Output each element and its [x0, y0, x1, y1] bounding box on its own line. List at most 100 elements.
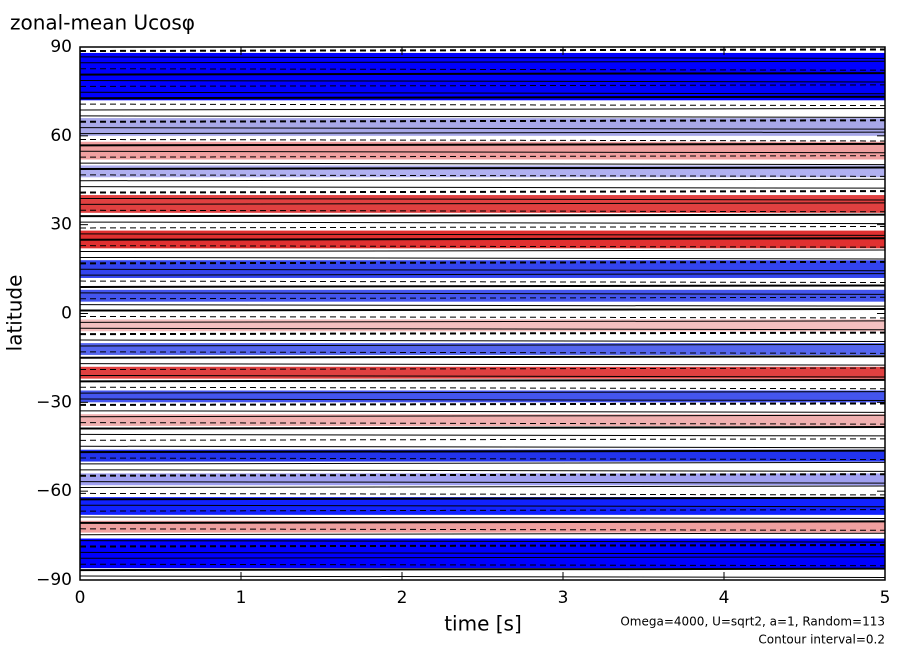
contour-line	[79, 190, 886, 194]
contour-line	[79, 469, 886, 472]
x-axis-label: time [s]	[444, 612, 522, 636]
contour-line	[79, 107, 886, 111]
x-tick-label: 4	[719, 588, 730, 608]
contour-band	[80, 319, 885, 332]
y-tick-label: −60	[36, 481, 72, 501]
contour-line	[79, 563, 886, 567]
contour-line	[79, 95, 886, 100]
contour-line	[79, 449, 886, 454]
contour-line	[79, 496, 886, 501]
contour-line	[79, 162, 886, 166]
contour-band	[80, 343, 885, 355]
contour-line	[79, 327, 886, 331]
contour-line	[79, 103, 886, 107]
y-axis-label: latitude	[3, 275, 27, 352]
contour-line	[79, 414, 886, 418]
contour-band	[80, 449, 885, 462]
contour-line	[79, 56, 886, 59]
contour-line	[79, 79, 886, 83]
contour-line	[79, 237, 886, 241]
contour-line	[79, 84, 886, 87]
contour-line	[79, 433, 886, 437]
contour-line	[79, 339, 886, 343]
contour-line	[79, 174, 886, 177]
contour-line	[79, 438, 886, 441]
contour-line	[79, 516, 886, 520]
contour-line	[79, 296, 886, 300]
contour-line	[79, 391, 886, 394]
contour-line	[79, 351, 886, 354]
contour-line	[79, 544, 886, 548]
contour-line	[79, 367, 886, 371]
contour-line	[79, 142, 886, 147]
contour-band	[80, 390, 885, 403]
contour-line	[79, 492, 886, 496]
contour-band	[80, 118, 885, 136]
contour-band	[80, 366, 885, 379]
contour-line	[79, 532, 886, 536]
contour-line	[79, 481, 886, 484]
contour-line	[79, 260, 886, 265]
contour-line	[79, 386, 886, 390]
contour-line	[79, 119, 886, 123]
contour-line	[79, 202, 886, 205]
contour-line	[79, 410, 886, 413]
contour-band	[80, 520, 885, 533]
contour-line	[79, 473, 886, 477]
contour-line	[79, 575, 886, 578]
contour-line	[79, 115, 886, 118]
contour-line	[79, 445, 886, 449]
y-tick-label: 0	[61, 304, 72, 324]
contour-line	[79, 308, 886, 312]
contour-line	[79, 320, 886, 323]
annotation: Contour interval=0.2	[758, 633, 885, 647]
y-tick-label: −90	[36, 570, 72, 590]
contour-line	[79, 127, 886, 130]
contour-line	[79, 402, 886, 406]
contour-line	[79, 461, 886, 465]
contour-line	[79, 273, 886, 276]
contour-line	[79, 363, 886, 366]
y-tick-label: 60	[50, 126, 72, 146]
annotation: Omega=4000, U=sqrt2, a=1, Random=113	[620, 615, 885, 629]
contour-band	[80, 165, 885, 178]
contour-line	[79, 138, 886, 142]
y-tick-label: 30	[50, 215, 72, 235]
x-tick-label: 2	[397, 588, 408, 608]
contour-line	[79, 280, 886, 284]
x-tick-label: 0	[75, 588, 86, 608]
contour-line	[79, 268, 886, 272]
contour-line	[79, 556, 886, 559]
contour-line	[79, 374, 886, 378]
contour-line	[79, 378, 886, 383]
contour-line	[79, 284, 886, 288]
contour-line	[79, 155, 886, 158]
contour-line	[79, 292, 886, 295]
contour-line	[79, 225, 886, 229]
contour-line	[79, 131, 886, 135]
contour-line	[79, 331, 886, 336]
contour-line	[79, 221, 886, 225]
contour-band	[80, 473, 885, 486]
contour-band	[80, 289, 885, 302]
x-tick-label: 3	[558, 588, 569, 608]
contour-band	[80, 260, 885, 278]
contour-line	[79, 178, 886, 182]
contour-line	[79, 540, 886, 543]
contour-line	[79, 256, 886, 260]
contour-line	[79, 197, 886, 201]
contour-line	[79, 48, 886, 52]
contour-line	[79, 528, 886, 531]
chart-title: zonal-mean Ucosφ	[10, 11, 195, 35]
contour-line	[79, 186, 886, 189]
contour-line	[79, 72, 886, 76]
contour-line	[79, 209, 886, 213]
contour-line	[79, 245, 886, 248]
contour-line	[79, 343, 886, 347]
contour-band	[80, 414, 885, 427]
contour-line	[79, 315, 886, 319]
contour-line	[79, 398, 886, 402]
contour-line	[79, 504, 886, 508]
contour-line	[79, 509, 886, 512]
x-tick-label: 5	[880, 588, 891, 608]
